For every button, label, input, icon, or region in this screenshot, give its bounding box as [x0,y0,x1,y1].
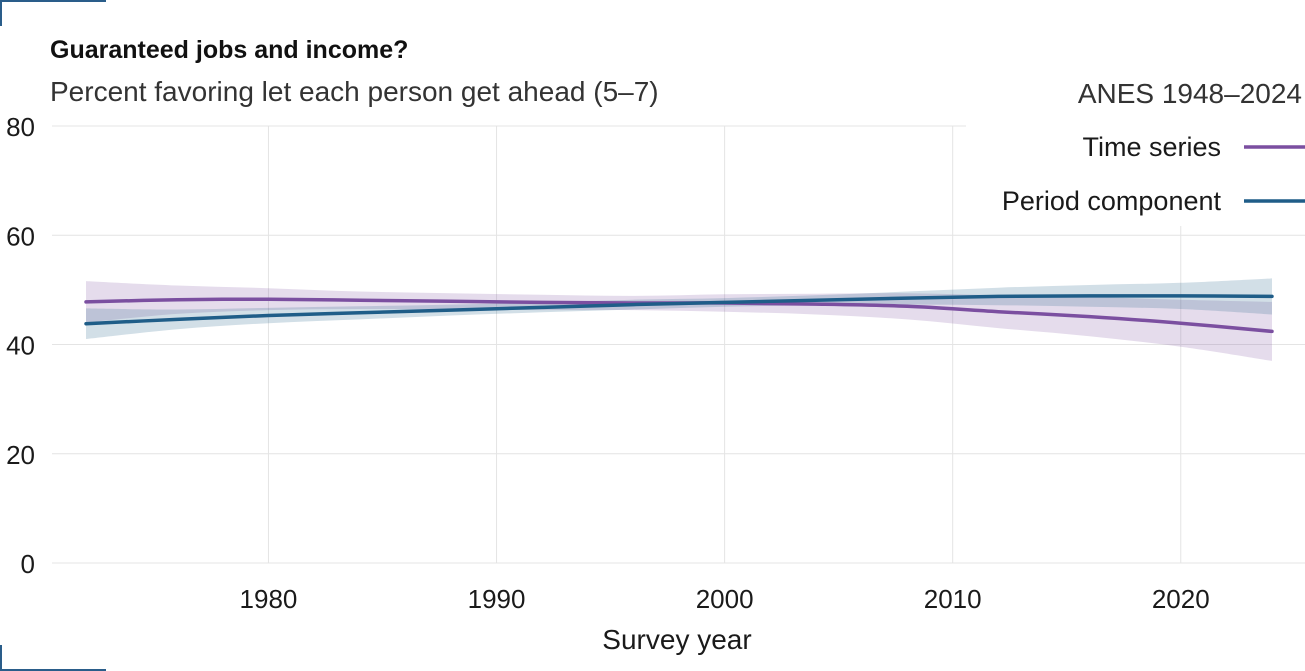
confidence-band [86,278,1272,339]
x-tick-labels: 1980 1990 2000 2010 2020 [240,584,1210,614]
x-axis-label: Survey year [602,624,751,655]
legend: Time series Period component [1002,132,1305,216]
y-tick-label: 80 [6,112,35,142]
legend-label: Time series [1082,132,1221,162]
y-tick-label: 0 [21,549,35,579]
x-tick-label: 2010 [924,584,982,614]
y-tick-label: 60 [6,221,35,251]
x-tick-label: 1980 [240,584,298,614]
confidence-bands [86,278,1272,361]
y-tick-labels: 0 20 40 60 80 [6,112,35,579]
corner-mark-bottom-line [0,669,106,671]
series-lines [84,294,1274,334]
x-tick-label: 1990 [468,584,526,614]
legend-background [966,118,1305,226]
series-line [84,294,1274,326]
corner-mark-bottom-tick [0,645,2,671]
y-tick-label: 20 [6,440,35,470]
y-tick-label: 40 [6,331,35,361]
chart-subtitle: Percent favoring let each person get ahe… [50,76,659,107]
x-gridlines [267,126,1182,563]
chart-source: ANES 1948–2024 [1077,78,1302,109]
x-tick-label: 2000 [696,584,754,614]
legend-label: Period component [1002,186,1222,216]
chart-title: Guaranteed jobs and income? [50,36,409,64]
x-tick-label: 2020 [1152,584,1210,614]
corner-mark-top-line [0,0,106,2]
corner-mark-top-tick [0,0,2,26]
